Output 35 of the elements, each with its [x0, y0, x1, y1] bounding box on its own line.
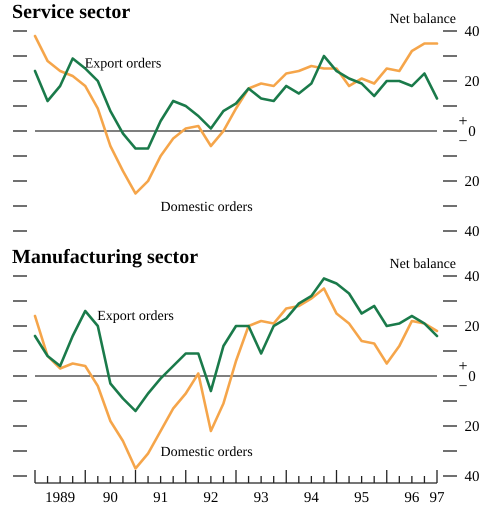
series-label: Export orders	[84, 56, 162, 72]
text: +	[458, 358, 468, 375]
x-tick-label: 96	[404, 490, 420, 506]
line-series	[34, 277, 438, 412]
x-tick-label: 91	[153, 490, 168, 506]
x-tick-label: 92	[203, 490, 218, 506]
y-tick-label: 40	[464, 469, 480, 485]
line-series	[34, 287, 438, 470]
series-label: Domestic orders	[160, 445, 253, 460]
x-tick-label: 90	[102, 490, 118, 506]
text: +	[458, 113, 468, 130]
y-tick-label: 40	[464, 24, 480, 40]
x-tick-label: 1989	[45, 490, 76, 506]
line-series	[34, 34, 438, 195]
y-axis-title: Net balance	[390, 257, 456, 272]
chart-title: Manufacturing sector	[12, 246, 198, 268]
y-tick-label: 0	[468, 369, 476, 385]
chart-title: Service sector	[12, 1, 130, 23]
x-tick-label: 97	[430, 490, 445, 506]
y-tick-label: 20	[464, 419, 480, 435]
x-tick-label: 93	[254, 490, 269, 506]
series-label: Domestic orders	[160, 200, 253, 215]
line-series	[34, 54, 438, 150]
x-tick-label: 94	[304, 490, 320, 506]
y-tick-label: 20	[464, 74, 480, 90]
series-label: Export orders	[97, 309, 174, 324]
y-tick-label: 20	[464, 319, 480, 335]
text: −	[458, 378, 468, 395]
y-tick-label: 20	[464, 174, 480, 190]
y-tick-label: 40	[464, 224, 480, 240]
y-tick-label: 40	[464, 269, 480, 285]
y-axis-title: Net balance	[390, 12, 456, 27]
text: −	[458, 133, 468, 150]
x-tick-label: 95	[354, 490, 370, 506]
y-tick-label: 0	[468, 124, 476, 140]
